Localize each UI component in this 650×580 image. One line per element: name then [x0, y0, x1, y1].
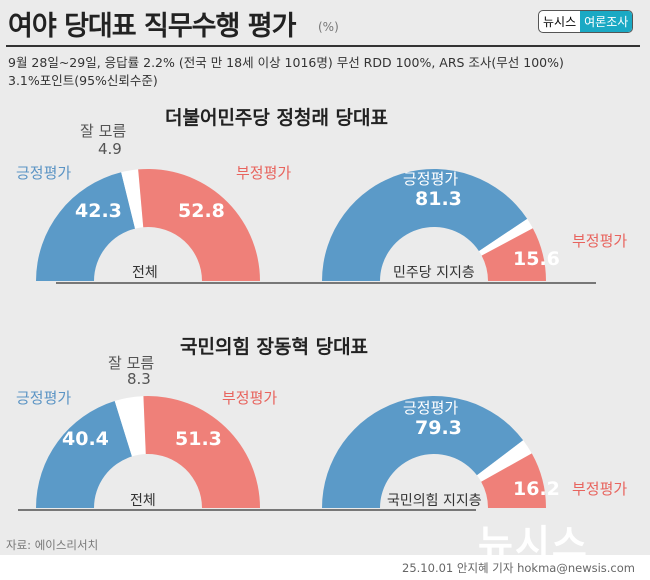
dk-label: 잘 모름: [108, 354, 155, 372]
baseline-bottom: [18, 509, 476, 511]
positive-segment: [322, 168, 528, 281]
pos-value: 79.3: [415, 417, 462, 439]
negative-segment: [138, 168, 260, 281]
logo: 뉴시스 여론조사: [538, 10, 634, 33]
neg-value: 51.3: [175, 428, 222, 450]
neg-value: 15.6: [513, 248, 560, 270]
center-label: 국민의힘 지지층: [387, 493, 482, 509]
neg-value: 16.2: [513, 478, 560, 500]
positive-segment: [36, 401, 132, 508]
center-label: 전체: [132, 265, 158, 281]
credit: 25.10.01 안지혜 기자 hokma@newsis.com: [402, 561, 635, 575]
neg-label: 부정평가: [572, 232, 628, 250]
chart-title-ppp: 국민의힘 장동혁 당대표: [180, 336, 369, 358]
footer-bar: [0, 555, 650, 580]
pos-label: 긍정평가: [16, 164, 72, 182]
positive-segment: [322, 396, 524, 508]
chart-title-dem: 더불어민주당 정청래 당대표: [165, 107, 388, 129]
dont-know-segment: [478, 218, 533, 256]
subtitle-line1: 9월 28일~29일, 응답률 2.2% (전국 만 18세 이상 1016명)…: [8, 55, 564, 70]
pos-label: 긍정평가: [403, 399, 459, 417]
dont-know-segment: [476, 440, 532, 482]
logo-right: 여론조사: [580, 11, 633, 32]
center-label: 전체: [130, 493, 156, 509]
positive-segment: [36, 172, 136, 281]
baseline-top: [56, 282, 596, 284]
pos-value: 81.3: [415, 188, 462, 210]
negative-segment: [481, 453, 546, 508]
dk-value: 8.3: [127, 370, 151, 388]
pos-label: 긍정평가: [403, 170, 459, 188]
logo-left: 뉴시스: [543, 15, 577, 29]
subtitle-line2: 3.1%포인트(95%신뢰수준): [8, 73, 158, 88]
divider: [6, 45, 640, 47]
page-title: 여야 당대표 직무수행 평가: [8, 11, 296, 42]
dk-value: 4.9: [98, 140, 122, 158]
negative-segment: [143, 396, 260, 508]
source: 자료: 에이스리서치: [6, 538, 99, 552]
dont-know-segment: [114, 396, 146, 457]
negative-segment: [481, 228, 546, 281]
dk-label: 잘 모름: [80, 122, 127, 140]
neg-label: 부정평가: [236, 164, 292, 182]
unit-label: (%): [318, 20, 339, 34]
pos-value: 40.4: [62, 428, 109, 450]
neg-label: 부정평가: [572, 480, 628, 498]
pos-value: 42.3: [75, 200, 122, 222]
pos-label: 긍정평가: [16, 389, 72, 407]
neg-label: 부정평가: [222, 389, 278, 407]
dont-know-segment: [121, 169, 144, 229]
neg-value: 52.8: [178, 200, 225, 222]
center-label: 민주당 지지층: [393, 265, 475, 281]
